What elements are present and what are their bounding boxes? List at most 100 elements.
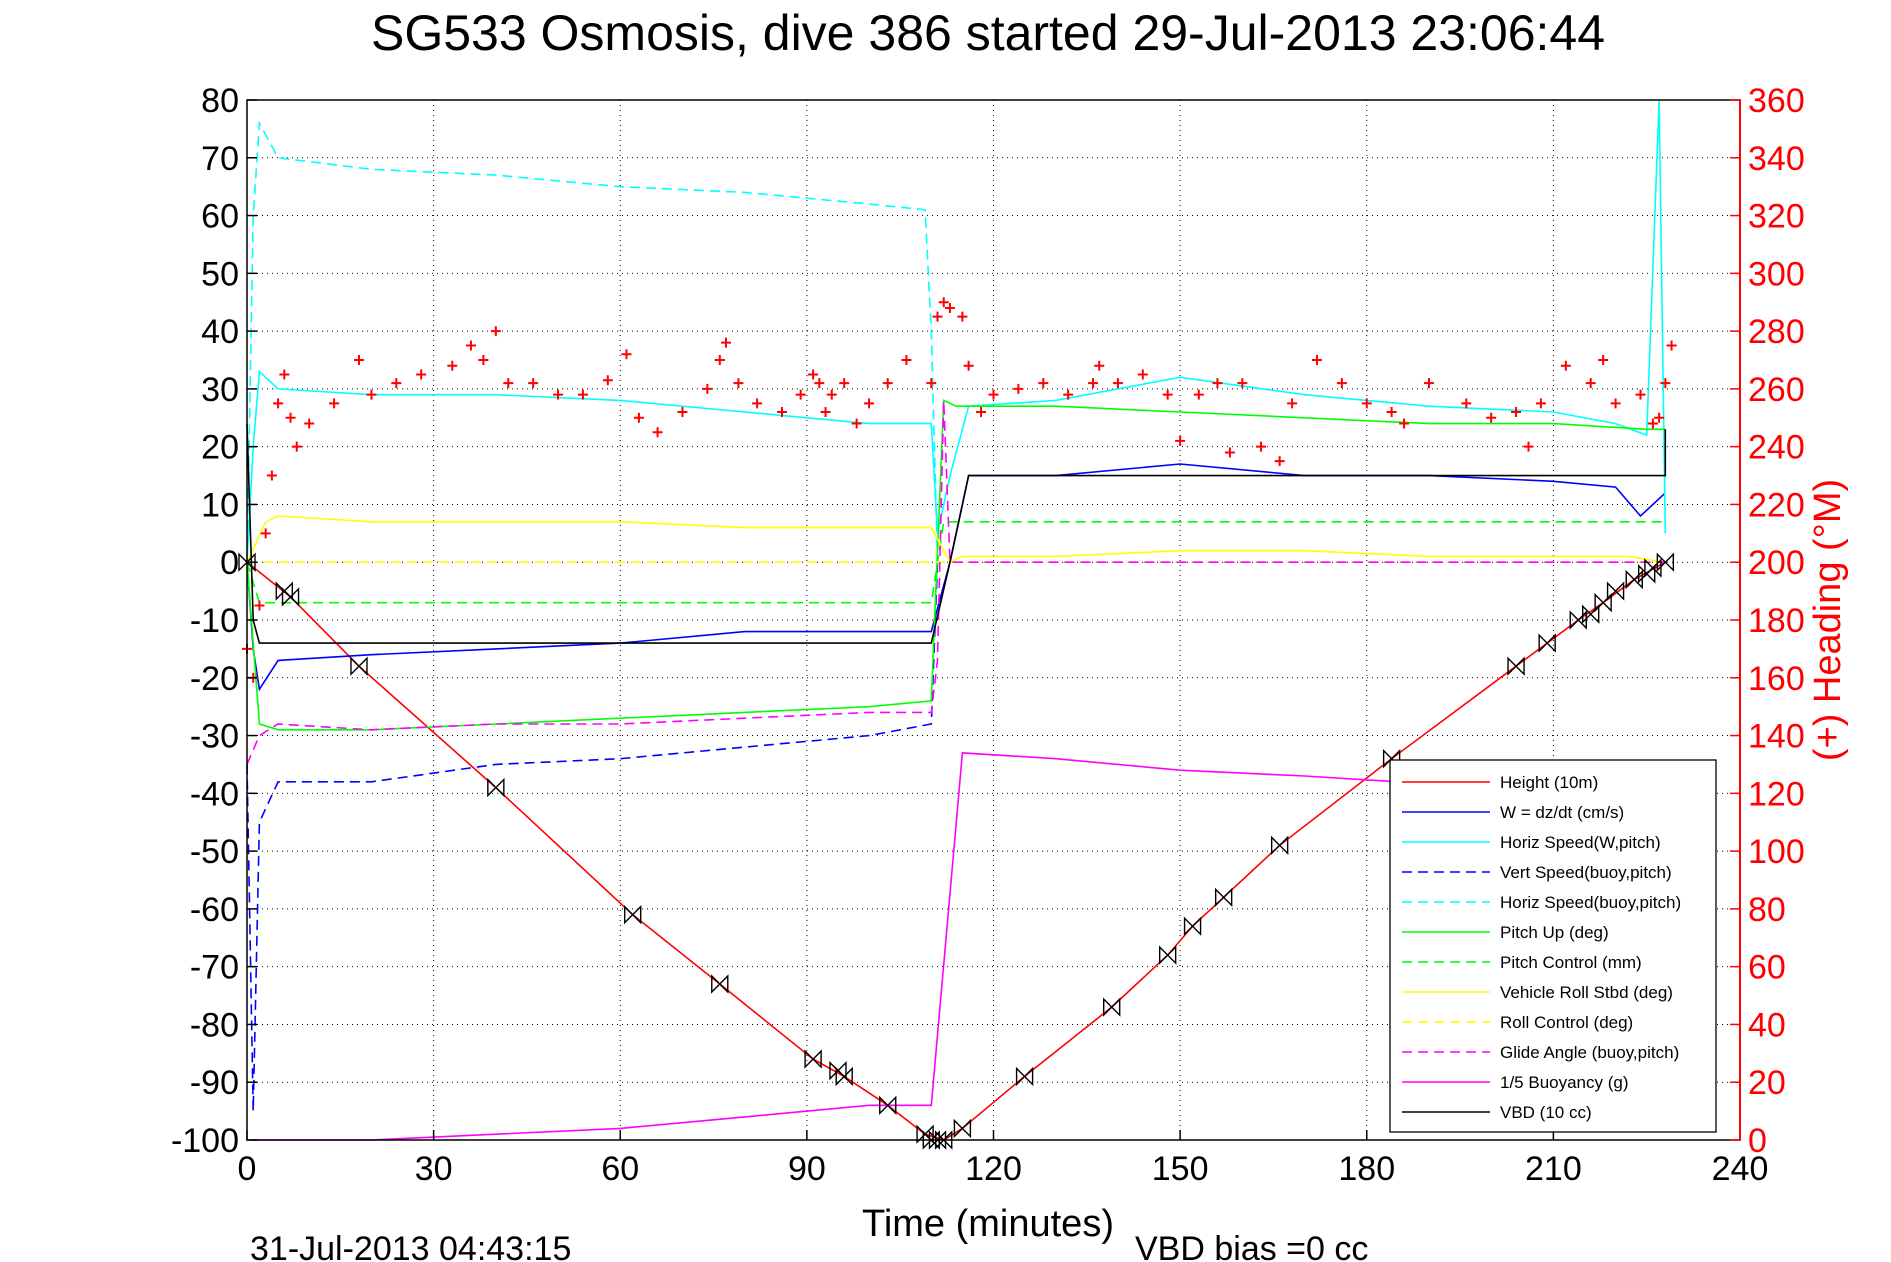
legend-label: Roll Control (deg) [1500, 1013, 1633, 1032]
heading-point [1013, 383, 1024, 394]
y-tick-label: -60 [190, 891, 239, 929]
depth-marker [1507, 656, 1525, 676]
heading-point [391, 378, 402, 389]
right-tick-label: 280 [1748, 313, 1805, 351]
heading-point [1088, 378, 1099, 389]
heading-point [254, 600, 265, 611]
x-tick-label: 210 [1525, 1150, 1582, 1188]
legend-label: Horiz Speed(W,pitch) [1500, 833, 1661, 852]
legend-label: W = dz/dt (cm/s) [1500, 803, 1624, 822]
depth-marker [1569, 610, 1587, 630]
x-axis-label: Time (minutes) [862, 1203, 1114, 1245]
heading-point [621, 349, 632, 360]
legend-label: Horiz Speed(buoy,pitch) [1500, 893, 1681, 912]
legend-label: Vert Speed(buoy,pitch) [1500, 863, 1672, 882]
series-line [246, 399, 1666, 731]
x-tick-label: 0 [238, 1150, 257, 1188]
heading-point [938, 297, 949, 308]
heading-point [279, 369, 290, 380]
y-tick-label: -100 [171, 1122, 239, 1160]
heading-point [976, 407, 987, 417]
heading-point [1666, 340, 1677, 351]
depth-marker [953, 1118, 972, 1139]
heading-point [714, 355, 725, 365]
heading-point [478, 355, 489, 365]
heading-point [329, 398, 340, 409]
heading-point [633, 412, 644, 423]
depth-marker [1270, 835, 1289, 856]
heading-point [1560, 360, 1571, 371]
heading-point [273, 398, 284, 409]
series-line [246, 120, 939, 563]
y-tick-label: 40 [201, 313, 239, 351]
heading-point [1660, 378, 1671, 389]
depth-marker [1214, 887, 1233, 908]
right-tick-label: 240 [1748, 429, 1805, 467]
heading-point [1112, 378, 1123, 389]
y-tick-label: 30 [201, 371, 239, 409]
y-tick-label: -20 [190, 660, 239, 698]
depth-marker [350, 656, 368, 676]
heading-point [963, 360, 974, 371]
heading-point [1162, 389, 1173, 400]
right-tick-label: 160 [1748, 660, 1805, 698]
heading-point [752, 398, 763, 409]
heading-point [577, 389, 588, 400]
depth-marker [711, 974, 729, 994]
x-tick-label: 30 [415, 1150, 453, 1188]
x-tick-label: 90 [788, 1150, 826, 1188]
heading-point [503, 378, 514, 389]
y-tick-label: 80 [201, 82, 239, 120]
heading-point [304, 418, 315, 429]
right-tick-label: 340 [1748, 140, 1805, 178]
y-tick-label: -80 [190, 1006, 239, 1044]
depth-marker [1158, 945, 1177, 965]
depth-marker [1625, 569, 1643, 590]
x-tick-label: 240 [1712, 1150, 1769, 1188]
heading-point [1311, 355, 1322, 365]
legend-label: Height (10m) [1500, 773, 1598, 792]
depth-marker [281, 587, 300, 607]
y-tick-label: -30 [190, 718, 239, 756]
heading-point [1535, 398, 1546, 409]
right-tick-label: 0 [1748, 1122, 1767, 1160]
series-line [246, 463, 1666, 692]
right-tick-label: 100 [1748, 833, 1805, 871]
right-y-tick-labels: 3603403203002802602402202001801601401201… [1730, 82, 1805, 1160]
heading-point [1094, 360, 1105, 371]
depth-marker [804, 1049, 822, 1069]
right-tick-label: 180 [1748, 602, 1805, 640]
right-tick-label: 120 [1748, 775, 1805, 813]
heading-point [602, 375, 613, 386]
depth-marker [835, 1066, 853, 1087]
y-tick-label: 50 [201, 255, 239, 293]
depth-marker [623, 904, 642, 925]
heading-point [553, 389, 564, 400]
heading-point [1399, 418, 1410, 429]
right-tick-label: 40 [1748, 1006, 1786, 1044]
heading-point [826, 389, 837, 400]
heading-point [528, 378, 539, 389]
depth-marker [1656, 552, 1675, 572]
heading-point [1386, 407, 1397, 417]
depth-marker [1644, 558, 1662, 578]
depth-marker [1103, 997, 1121, 1017]
heading-point [1598, 355, 1609, 365]
heading-point [465, 340, 476, 351]
series-line [246, 562, 939, 1112]
heading-point [677, 407, 688, 417]
heading-point [1610, 398, 1621, 409]
right-tick-label: 360 [1748, 82, 1805, 120]
heading-point [1224, 447, 1235, 458]
legend-label: Pitch Control (mm) [1500, 953, 1642, 972]
right-tick-label: 60 [1748, 949, 1786, 987]
series-line [246, 99, 1667, 563]
legend-label: Glide Angle (buoy,pitch) [1500, 1043, 1679, 1062]
heading-point [1336, 378, 1347, 389]
legend-label: 1/5 Buoyancy (g) [1500, 1073, 1629, 1092]
right-tick-label: 140 [1748, 718, 1805, 756]
heading-point [447, 360, 458, 371]
y-tick-label: -40 [190, 775, 239, 813]
right-axis-label: (+) Heading (°M) [1807, 479, 1849, 761]
heading-point [1585, 378, 1596, 389]
